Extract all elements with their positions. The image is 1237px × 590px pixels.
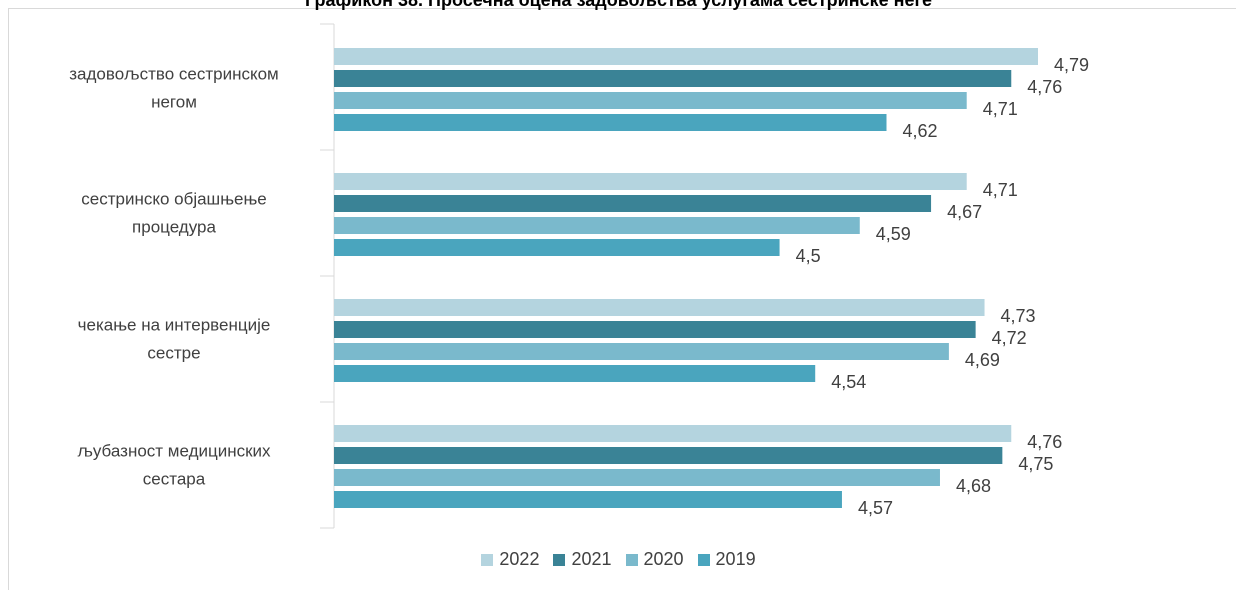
data-label: 4,54 (831, 372, 866, 392)
legend-item-2022: 2022 (481, 549, 539, 570)
bar-2021 (334, 447, 1003, 464)
legend-swatch (697, 553, 710, 566)
data-label: 4,68 (956, 476, 991, 496)
legend-label: 2020 (643, 549, 684, 569)
bar-2022 (334, 425, 1012, 442)
category-label: сестринско објашњење процедура (81, 190, 266, 237)
bar-2021 (334, 70, 1012, 87)
data-label: 4,5 (796, 246, 821, 266)
data-label: 4,79 (1054, 55, 1089, 75)
bar-2019 (334, 491, 842, 508)
legend-label: 2021 (571, 549, 612, 569)
chart-title: Графикон 38. Просечна оцена задовољства … (305, 0, 932, 10)
data-label: 4,75 (1018, 454, 1053, 474)
legend-swatch (625, 553, 638, 566)
bar-2021 (334, 195, 932, 212)
legend-item-2020: 2020 (625, 549, 684, 570)
category-label: љубазност медицинских сестара (77, 442, 271, 489)
chart-frame (8, 8, 1236, 590)
bar-2020 (334, 92, 967, 109)
legend-item-2021: 2021 (553, 549, 612, 570)
data-label: 4,69 (965, 350, 1000, 370)
data-label: 4,59 (876, 224, 911, 244)
bar-2022 (334, 48, 1038, 65)
legend-swatch (553, 553, 566, 566)
legend-item-2019: 2019 (697, 549, 756, 570)
bar-2020 (334, 343, 949, 360)
category-label: чекање на интервенције сестре (78, 316, 271, 363)
legend-swatch (481, 553, 494, 566)
data-label: 4,71 (983, 180, 1018, 200)
category-label: задовољство сестринском негом (69, 65, 278, 112)
chart-legend: 2022 2021 2020 2019 (0, 549, 1237, 570)
data-label: 4,73 (1001, 306, 1036, 326)
data-label: 4,76 (1027, 432, 1062, 452)
data-label: 4,67 (947, 202, 982, 222)
data-label: 4,62 (903, 121, 938, 141)
data-label: 4,72 (992, 328, 1027, 348)
bar-2019 (334, 114, 887, 131)
bar-2022 (334, 299, 985, 316)
bar-2021 (334, 321, 976, 338)
legend-label: 2019 (715, 549, 756, 569)
bar-2019 (334, 365, 816, 382)
bar-2019 (334, 239, 780, 256)
bar-chart: задовољство сестринском негом4,794,764,71… (69, 23, 1089, 529)
legend-label: 2022 (499, 549, 540, 569)
data-label: 4,76 (1027, 77, 1062, 97)
bar-2020 (334, 469, 940, 486)
data-label: 4,71 (983, 99, 1018, 119)
bar-2020 (334, 217, 860, 234)
bar-2022 (334, 173, 967, 190)
data-label: 4,57 (858, 498, 893, 518)
